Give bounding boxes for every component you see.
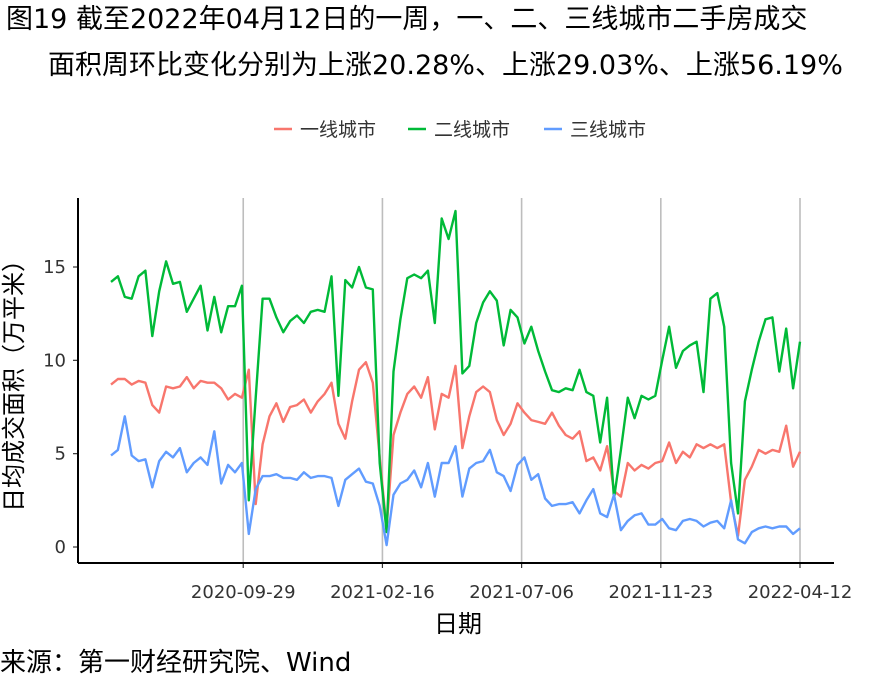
series-line-2 (110, 209, 802, 534)
series-line-1 (110, 361, 802, 537)
y-tick-label: 0 (55, 537, 66, 558)
y-tick-label: 5 (55, 444, 66, 465)
y-tick-label: 10 (43, 350, 66, 371)
x-tick-label: 2022-04-12 (748, 582, 853, 603)
x-tick-label: 2021-07-06 (469, 582, 574, 603)
series-line-3 (110, 415, 801, 547)
source-note: 来源：第一财经研究院、Wind (0, 648, 352, 678)
x-tick-label: 2021-02-16 (330, 582, 435, 603)
y-axis-title: 日均成交面积（万平米） (0, 248, 28, 512)
chart-title-line2: 面积周环比变化分别为上涨20.28%、上涨29.03%、上涨56.19% (48, 50, 843, 81)
x-axis-title: 日期 (434, 610, 482, 638)
vertical-gridlines (242, 198, 801, 563)
chart-legend: 一线城市 二线城市 三线城市 (274, 119, 646, 141)
x-tick-label: 2020-09-29 (191, 582, 296, 603)
series-layer (110, 209, 802, 547)
axes: 2020-09-29 2021-02-16 2021-07-06 2021-11-23… (43, 198, 852, 603)
legend-label-2: 二线城市 (434, 119, 510, 141)
x-tick-label: 2021-11-23 (609, 582, 714, 603)
legend-label-3: 三线城市 (570, 119, 646, 141)
legend-label-1: 一线城市 (300, 119, 376, 141)
y-tick-label: 15 (43, 257, 66, 278)
chart-title-line1: 图19 截至2022年04月12日的一周，一、二、三线城市二手房成交 (6, 4, 808, 35)
